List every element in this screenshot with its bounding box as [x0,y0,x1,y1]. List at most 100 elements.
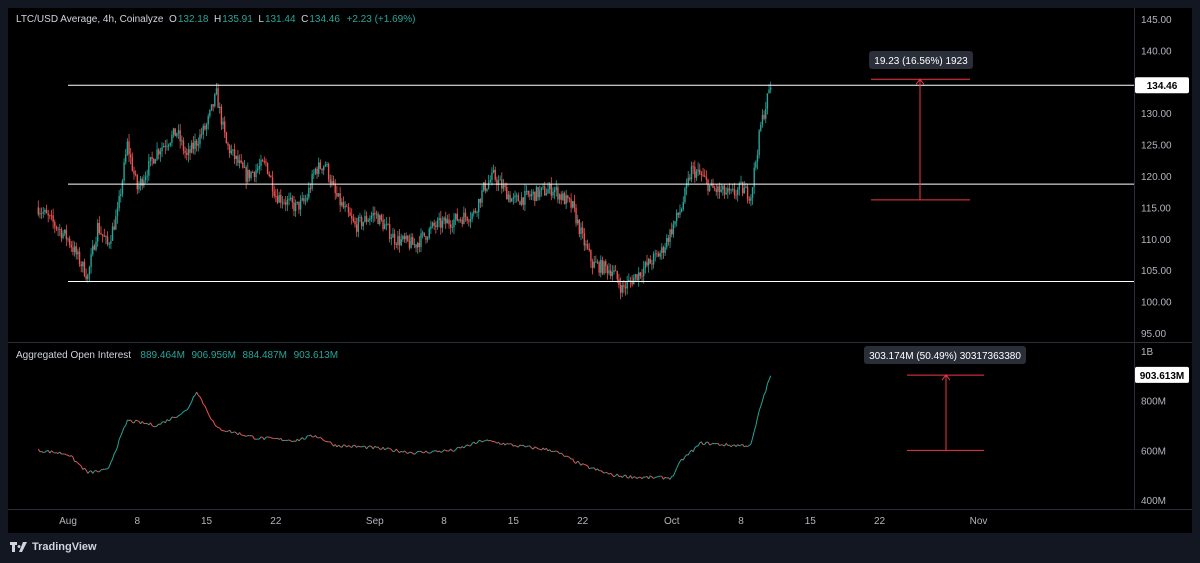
candle-body [275,195,277,197]
oi-line-segment [310,434,313,438]
last-price-label: 134.46 [1147,81,1178,92]
candle-body [136,175,138,190]
oi-line-segment [739,444,742,447]
candle-body [525,190,528,192]
oi-line-segment [435,450,438,453]
oi-line-segment [389,448,392,450]
oi-line-segment [625,474,628,479]
candle-body [88,266,91,275]
oi-name[interactable]: Aggregated Open Interest [16,350,132,361]
candle-body [151,157,153,159]
candle-body [443,217,445,221]
candle-body [741,182,744,194]
candle-body [514,195,516,198]
oi-tick-label: 600M [1141,446,1166,457]
symbol-label[interactable]: LTC/USD Average, 4h, Coinalyze [16,14,164,25]
price-tick-label: 115.00 [1141,203,1171,214]
oi-line-segment [585,464,588,467]
candle-body [240,160,242,163]
oi-line-segment [470,443,473,447]
candle-body [596,262,599,264]
candle-body [181,140,183,142]
time-tick-label: Nov [970,516,988,527]
candle-body [161,147,163,152]
oi-line-segment [506,442,509,445]
oi-line-segment [752,431,755,439]
oi-line-segment [229,429,232,433]
oi-line-segment [766,379,770,384]
oi-line-segment [748,443,752,446]
oi-line-segment [611,474,615,478]
candle-body [548,183,551,190]
oi-line-segment [120,431,123,437]
oi-line-segment [567,456,570,458]
candle-body [722,185,724,190]
candle-body [727,188,729,193]
oi-line-segment [562,454,565,457]
candle-body [288,198,290,200]
oi-line-segment [318,436,321,439]
candle-body [623,285,625,287]
oi-line-segment [488,439,491,442]
oi-line-segment [80,465,84,470]
oi-line-segment [315,435,318,438]
candle-body [322,166,325,171]
candle-body [562,193,564,200]
oi-line-segment [443,449,446,451]
candle-body [92,245,94,255]
candle-body [177,130,180,134]
open-label: O [169,14,177,25]
candle-body [270,175,272,178]
candle-body [750,197,752,201]
candle-body [82,261,84,267]
candle-body [250,172,252,179]
candle-body [642,268,645,277]
oi-line-segment [263,436,267,440]
oi-line-segment [536,447,539,450]
oi-line-segment [744,445,747,448]
oi-line-segment [761,394,765,402]
candle-body [506,186,508,200]
oi-line-segment [496,441,499,444]
oi-line-segment [655,476,658,478]
oi-line-segment [557,451,560,454]
candle-body [746,186,749,200]
oi-line-segment [260,436,263,438]
candle-body [550,183,553,196]
oi-line-segment [452,450,455,452]
candle-body [219,106,221,109]
oi-line-segment [620,475,623,478]
candle-body [327,163,330,180]
tradingview-logo[interactable]: TradingView [10,541,97,553]
candle-body [141,178,143,186]
oi-line-segment [87,471,90,474]
high-label: H [213,14,222,25]
candle-body [636,274,638,281]
candle-body [204,125,206,130]
candle-body [629,279,632,281]
last-oi-badge [1135,366,1189,383]
candle-body [552,191,554,196]
oi-line-segment [669,476,673,480]
oi-measure-label-box [864,346,1026,364]
candle-body [100,232,102,235]
oi-line-segment [501,442,504,445]
candle-body [182,140,185,151]
candle-body [146,175,148,177]
oi-line-segment [89,470,92,472]
oi-line-segment [245,435,249,437]
oi-line-segment [75,461,79,464]
candle-body [380,215,383,220]
candle-body [690,166,693,180]
oi-line-segment [44,450,47,453]
candle-body [761,114,764,125]
oi-line-segment [270,437,273,439]
candle-body [253,172,256,178]
oi-line-segment [151,425,155,428]
candle-body [346,206,348,208]
oi-line-segment [372,445,376,450]
oi-line-segment [72,456,76,462]
oi-line-segment [539,448,542,451]
oi-line-segment [517,444,521,448]
